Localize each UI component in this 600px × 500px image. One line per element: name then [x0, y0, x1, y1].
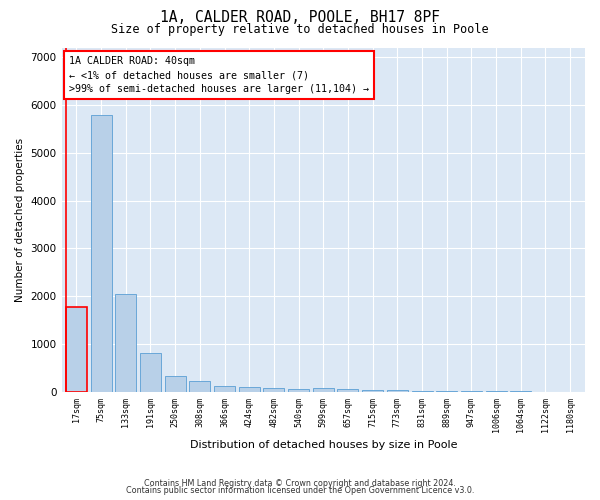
Bar — [214, 386, 235, 392]
Bar — [337, 390, 358, 392]
Bar — [436, 391, 457, 392]
Bar — [387, 390, 408, 392]
Text: Contains public sector information licensed under the Open Government Licence v3: Contains public sector information licen… — [126, 486, 474, 495]
Bar — [362, 390, 383, 392]
Bar — [91, 116, 112, 392]
Text: 1A CALDER ROAD: 40sqm
← <1% of detached houses are smaller (7)
>99% of semi-deta: 1A CALDER ROAD: 40sqm ← <1% of detached … — [70, 56, 370, 94]
Bar — [263, 388, 284, 392]
Bar — [461, 391, 482, 392]
Bar — [288, 389, 309, 392]
Bar — [140, 352, 161, 392]
Text: 1A, CALDER ROAD, POOLE, BH17 8PF: 1A, CALDER ROAD, POOLE, BH17 8PF — [160, 10, 440, 25]
Text: Size of property relative to detached houses in Poole: Size of property relative to detached ho… — [111, 22, 489, 36]
Y-axis label: Number of detached properties: Number of detached properties — [15, 138, 25, 302]
Bar — [66, 306, 87, 392]
X-axis label: Distribution of detached houses by size in Poole: Distribution of detached houses by size … — [190, 440, 457, 450]
Text: Contains HM Land Registry data © Crown copyright and database right 2024.: Contains HM Land Registry data © Crown c… — [144, 478, 456, 488]
Bar — [115, 294, 136, 392]
Bar — [164, 376, 185, 392]
Bar — [313, 388, 334, 392]
Bar — [412, 391, 433, 392]
Bar — [239, 387, 260, 392]
Bar — [190, 382, 211, 392]
